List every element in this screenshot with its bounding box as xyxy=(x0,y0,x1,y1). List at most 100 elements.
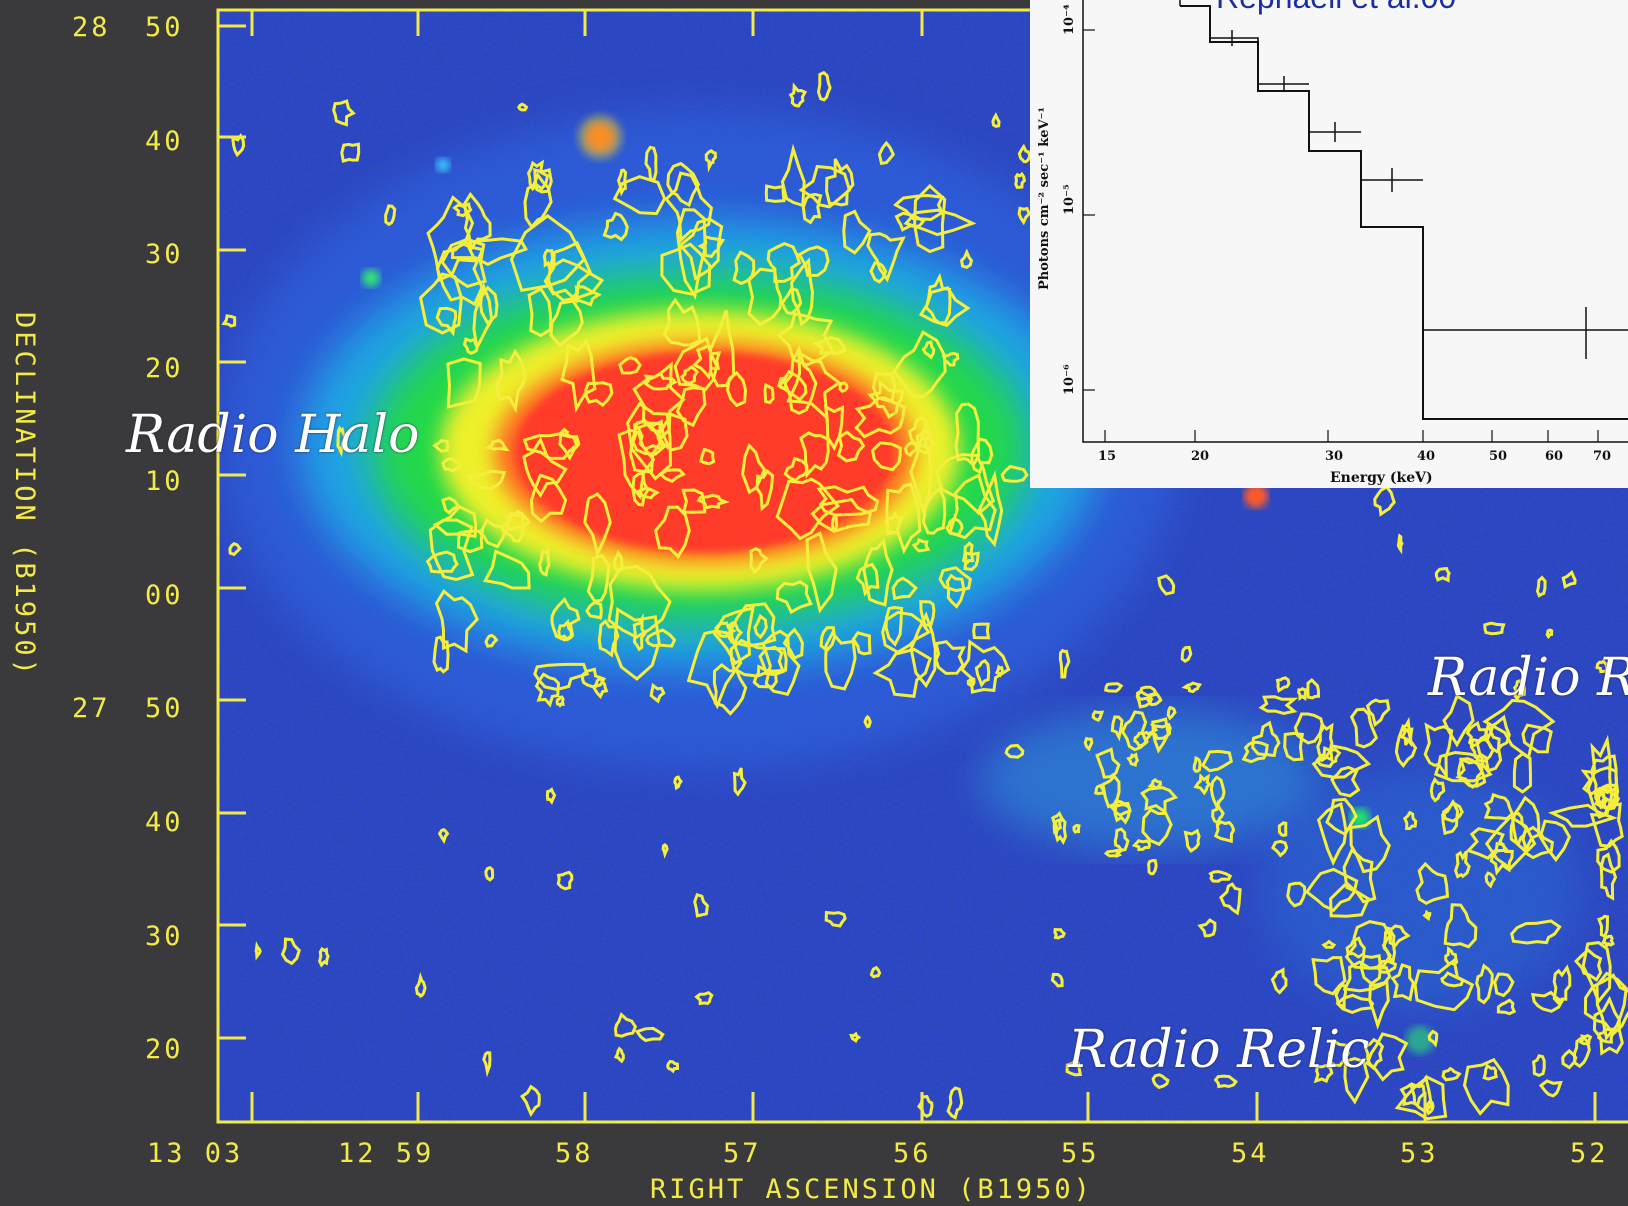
contour xyxy=(870,441,902,472)
contour xyxy=(972,622,991,640)
contour xyxy=(613,607,661,681)
contour xyxy=(1017,143,1032,164)
contour xyxy=(1166,705,1177,721)
contour xyxy=(1113,827,1130,852)
contour xyxy=(1589,802,1624,848)
contour xyxy=(1427,1029,1439,1048)
contour xyxy=(783,456,809,483)
inset-ylabel: Photons cm⁻² sec⁻¹ keV⁻¹ xyxy=(1037,107,1052,290)
contour xyxy=(675,208,707,300)
contour xyxy=(783,345,818,415)
ra-tick-label: 55 xyxy=(1061,1138,1100,1169)
contour xyxy=(812,336,847,355)
contour xyxy=(228,541,242,557)
contour xyxy=(934,640,967,675)
contour xyxy=(863,714,872,729)
contour xyxy=(816,485,880,517)
contour xyxy=(838,381,849,393)
contour xyxy=(825,158,855,207)
contour xyxy=(666,1059,679,1074)
dec-tick-label: 50 xyxy=(145,12,184,43)
axis-ticks xyxy=(218,10,1597,1122)
dec-tick-label: 30 xyxy=(145,921,184,952)
contour xyxy=(542,248,555,274)
contour xyxy=(1415,861,1450,906)
contour xyxy=(485,438,510,452)
contour xyxy=(426,195,478,282)
contour xyxy=(673,775,683,791)
contour xyxy=(1597,914,1610,939)
contour xyxy=(280,937,301,966)
contour xyxy=(1083,736,1094,752)
contour xyxy=(924,272,952,325)
contour xyxy=(1475,720,1503,773)
contour xyxy=(776,311,835,367)
contour xyxy=(1441,800,1464,823)
contour xyxy=(1091,710,1105,723)
contour xyxy=(643,371,678,391)
contour xyxy=(465,469,507,491)
contour xyxy=(632,361,686,442)
contour xyxy=(917,1095,934,1119)
contour xyxy=(836,430,866,463)
contour xyxy=(855,562,880,597)
contour xyxy=(691,343,722,380)
contour xyxy=(509,214,586,292)
contour xyxy=(867,379,905,419)
contour xyxy=(1512,678,1527,702)
contour xyxy=(913,183,947,254)
contour xyxy=(1275,676,1291,694)
contour xyxy=(892,330,947,399)
contour xyxy=(462,337,479,355)
contour xyxy=(816,70,832,102)
contour xyxy=(332,99,356,127)
contour xyxy=(1334,983,1348,1011)
contour xyxy=(1325,797,1358,837)
contour xyxy=(1017,206,1031,226)
contour xyxy=(1442,693,1475,748)
contour xyxy=(1311,956,1347,996)
contour xyxy=(435,306,458,337)
contour xyxy=(921,486,947,535)
contour xyxy=(775,580,813,615)
contour xyxy=(527,287,552,338)
contour xyxy=(560,338,597,413)
contour xyxy=(1538,1079,1563,1098)
contour xyxy=(666,161,701,208)
contour xyxy=(318,946,330,968)
contour xyxy=(877,140,896,166)
contour xyxy=(1004,743,1025,759)
contour xyxy=(1181,681,1203,694)
plot-frame xyxy=(216,8,1628,1124)
contour xyxy=(680,365,699,385)
contour xyxy=(824,910,847,928)
contour xyxy=(1455,757,1484,790)
contour xyxy=(591,675,609,700)
inset-ytick: 10⁻⁶ xyxy=(1062,364,1077,395)
contour xyxy=(681,488,707,514)
contour xyxy=(1108,803,1132,817)
contour xyxy=(799,431,830,479)
contour xyxy=(782,627,804,660)
contour xyxy=(520,1084,541,1118)
ra-tick-label: 56 xyxy=(893,1138,932,1169)
contour xyxy=(1133,730,1153,748)
contour xyxy=(612,549,624,574)
contour xyxy=(946,1086,964,1120)
contour xyxy=(763,382,775,405)
contour xyxy=(549,299,584,348)
radio-relic-label-right: Radio Re xyxy=(1428,648,1628,708)
contour xyxy=(712,662,748,716)
contour xyxy=(885,482,922,555)
contour xyxy=(1343,1057,1370,1105)
contour xyxy=(434,589,479,654)
contour xyxy=(1140,786,1179,815)
contour xyxy=(1146,692,1163,707)
contour xyxy=(632,613,647,652)
contour xyxy=(482,549,531,590)
contour xyxy=(1101,774,1121,809)
contour xyxy=(1547,803,1618,828)
contour xyxy=(1200,749,1233,773)
contour xyxy=(585,600,603,620)
contour xyxy=(1151,1073,1170,1090)
